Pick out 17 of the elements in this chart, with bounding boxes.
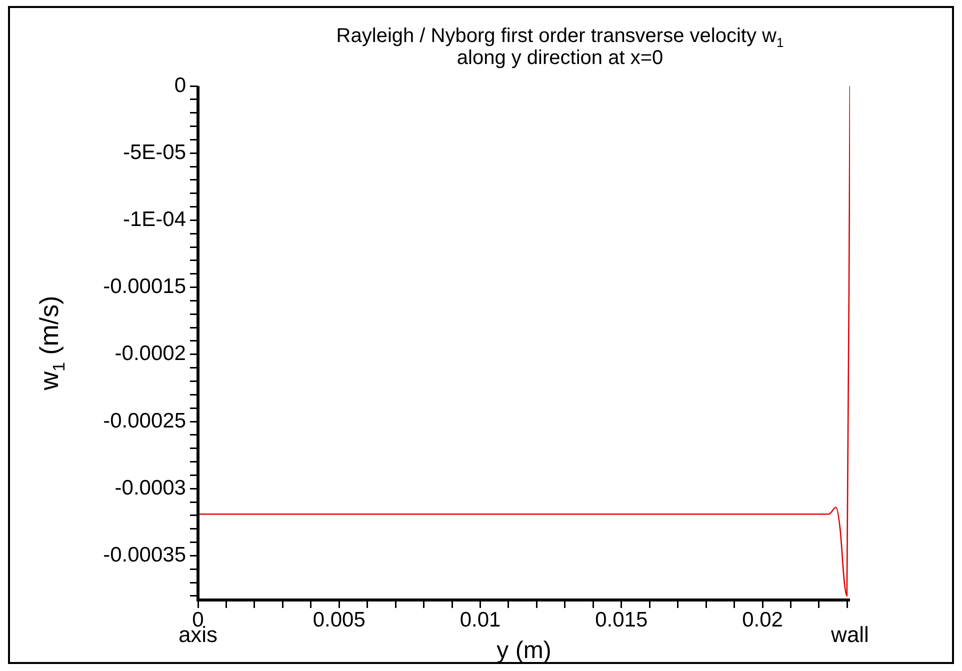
y-tick-label: 0 bbox=[174, 74, 186, 97]
y-tick-label: -5E-05 bbox=[122, 140, 186, 164]
y-tick-label: -0.0002 bbox=[114, 342, 186, 366]
x-tick-label: 0.01 bbox=[460, 608, 501, 632]
chart-subtitle: along y direction at x=0 bbox=[456, 47, 664, 69]
x-tick-label: 0.015 bbox=[595, 608, 648, 632]
text: wall bbox=[830, 622, 869, 647]
x-tick-label: 0.005 bbox=[312, 608, 366, 632]
x-axis-title: y (m) bbox=[496, 637, 552, 664]
y-tick-label: -0.00015 bbox=[103, 275, 186, 298]
y-tick-label: -0.00035 bbox=[103, 544, 186, 567]
y-axis-title: w1 (m/s) bbox=[34, 296, 68, 392]
line-series bbox=[198, 86, 850, 597]
x-tick-label: 0.02 bbox=[742, 608, 783, 632]
y-tick-label: -1E-04 bbox=[122, 208, 186, 231]
y-tick-label: -0.00025 bbox=[103, 409, 186, 432]
y-tick-label: -0.0003 bbox=[114, 476, 186, 500]
